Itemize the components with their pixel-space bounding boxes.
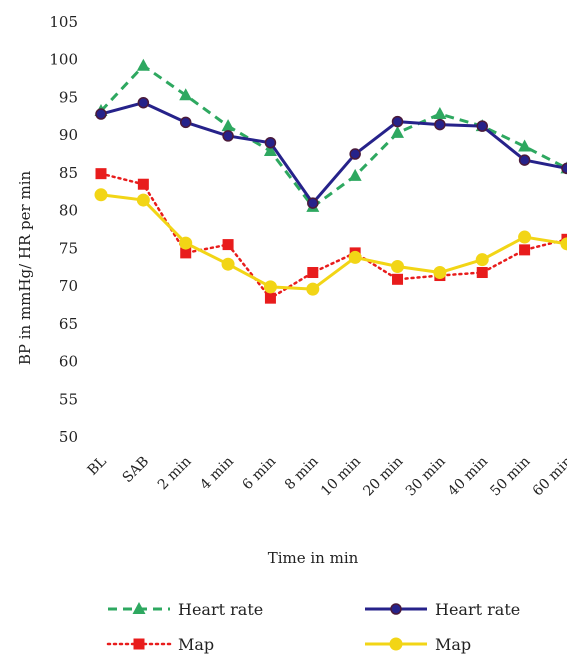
- y-tick-label: 55: [59, 390, 78, 408]
- data-point-circle: [389, 637, 403, 651]
- data-point-square: [137, 178, 149, 190]
- x-tick-label: 20 min: [360, 454, 406, 500]
- series-3: [94, 188, 567, 296]
- data-point-circle: [95, 108, 107, 120]
- data-point-circle: [518, 154, 531, 166]
- data-point-circle: [263, 280, 277, 294]
- x-tick-label: 60 min: [530, 454, 567, 500]
- data-point-circle: [306, 282, 320, 296]
- data-point-circle: [390, 603, 402, 615]
- data-point-square: [264, 292, 276, 304]
- data-point-circle: [476, 120, 488, 132]
- y-tick-label: 65: [59, 315, 78, 333]
- y-tick-label: 50: [59, 428, 78, 446]
- legend: Heart rate Heart rate Map Map: [106, 600, 520, 654]
- series-line: [99, 64, 567, 209]
- y-tick-label: 80: [59, 202, 78, 220]
- data-point-circle: [561, 162, 567, 175]
- data-point-triangle: [263, 144, 277, 157]
- data-point-circle: [391, 115, 404, 128]
- data-point-circle: [434, 118, 446, 131]
- x-tick-label: 10 min: [318, 454, 364, 500]
- series-line: [100, 193, 567, 291]
- data-point-circle: [391, 259, 405, 273]
- data-point-square: [476, 267, 488, 279]
- legend-item: Heart rate: [108, 600, 263, 619]
- data-point-circle: [475, 253, 489, 267]
- data-point-triangle: [132, 602, 146, 614]
- data-point-triangle: [348, 168, 362, 181]
- x-tick-label: 2 min: [155, 454, 195, 494]
- x-tick-label: 6 min: [240, 454, 280, 494]
- data-point-triangle: [179, 88, 193, 101]
- data-point-square: [95, 168, 107, 180]
- data-point-triangle: [136, 58, 150, 71]
- data-point-circle: [349, 148, 361, 160]
- x-tick-label: 40 min: [445, 454, 491, 500]
- data-point-triangle: [518, 139, 532, 152]
- series-1: [95, 96, 567, 209]
- legend-label: Heart rate: [178, 600, 263, 619]
- data-point-square: [222, 239, 234, 251]
- data-point-circle: [221, 257, 235, 271]
- y-tick-label: 90: [59, 126, 78, 144]
- y-tick-label: 75: [59, 239, 78, 257]
- x-tick-label: 4 min: [197, 454, 237, 494]
- series-2: [95, 168, 567, 304]
- plot-area: [94, 58, 567, 304]
- data-point-circle: [518, 230, 532, 244]
- legend-label: Heart rate: [435, 600, 520, 619]
- y-axis-ticks: 50 55 60 65 70 75 80 85 90 95 100 105: [49, 13, 78, 446]
- y-axis-title: BP in mmHg/ HR per min: [16, 171, 34, 366]
- legend-label: Map: [435, 635, 471, 654]
- data-point-circle: [222, 130, 234, 142]
- y-tick-label: 70: [59, 277, 78, 295]
- data-point-square: [307, 267, 319, 279]
- y-tick-label: 85: [59, 164, 78, 182]
- data-point-circle: [433, 266, 447, 280]
- data-point-circle: [137, 96, 150, 109]
- legend-item: Map: [365, 635, 471, 654]
- data-point-circle: [560, 237, 567, 251]
- data-point-triangle: [221, 119, 235, 132]
- data-point-triangle: [433, 107, 447, 120]
- series-line: [99, 172, 567, 300]
- legend-item: Map: [106, 635, 214, 654]
- series-0: [94, 58, 567, 212]
- x-tick-label: 50 min: [487, 454, 533, 500]
- data-point-circle: [179, 116, 192, 129]
- data-point-triangle: [391, 125, 405, 138]
- legend-item: Heart rate: [365, 600, 520, 619]
- data-point-square: [392, 273, 404, 285]
- data-point-square: [133, 638, 145, 650]
- x-tick-label: SAB: [120, 454, 153, 487]
- data-point-circle: [264, 136, 277, 149]
- data-point-circle: [94, 188, 108, 202]
- data-point-square: [180, 247, 192, 259]
- data-point-square: [519, 244, 531, 256]
- x-tick-label: 8 min: [282, 454, 322, 494]
- data-point-circle: [136, 193, 150, 207]
- data-point-circle: [179, 236, 193, 250]
- x-tick-label: 30 min: [403, 454, 449, 500]
- y-tick-label: 95: [59, 88, 78, 106]
- y-tick-label: 60: [59, 353, 78, 371]
- data-point-circle: [348, 250, 362, 264]
- y-tick-label: 100: [49, 51, 78, 69]
- x-tick-label: BL: [85, 454, 110, 479]
- data-point-circle: [307, 197, 319, 209]
- series-line: [100, 101, 567, 205]
- x-axis-title: Time in min: [268, 549, 359, 567]
- y-tick-label: 105: [49, 13, 78, 31]
- legend-label: Map: [178, 635, 214, 654]
